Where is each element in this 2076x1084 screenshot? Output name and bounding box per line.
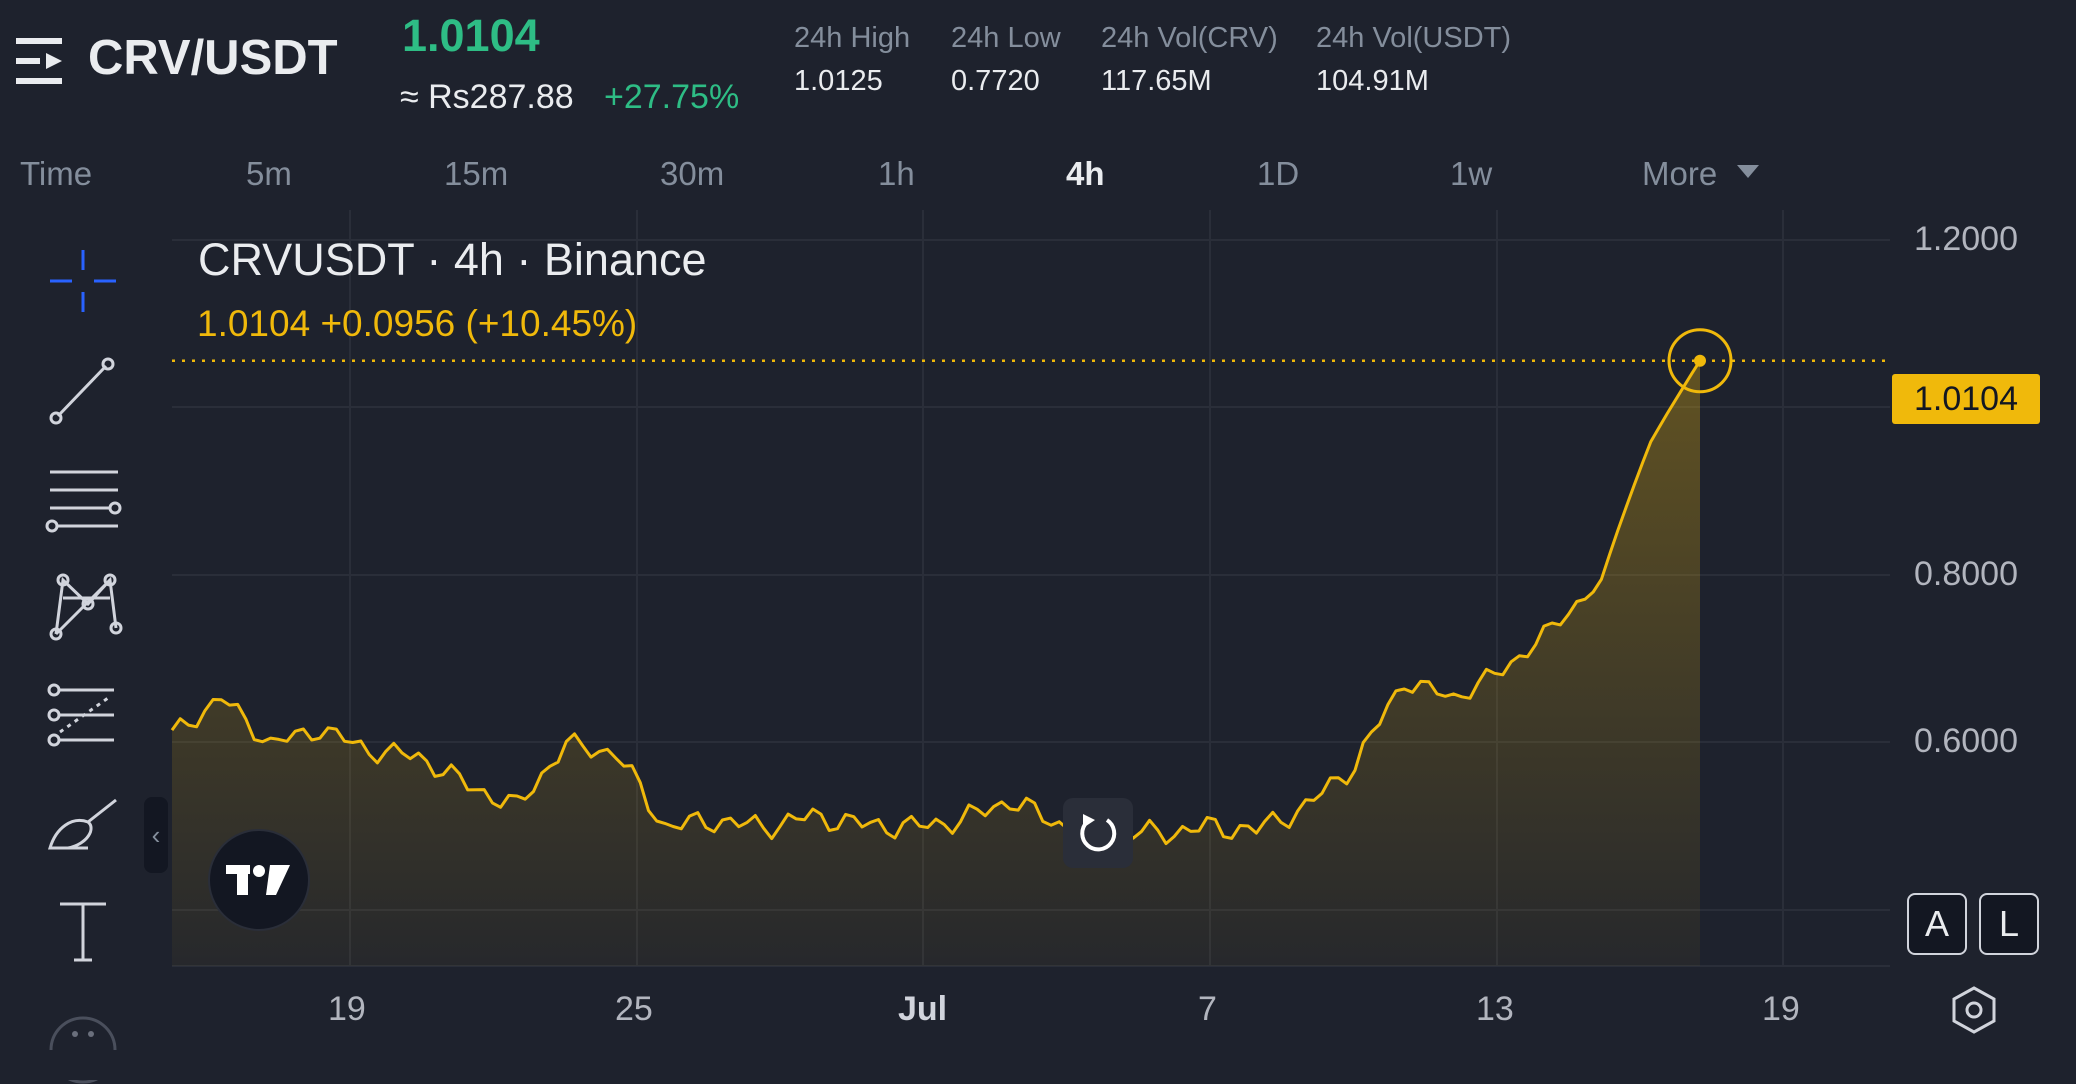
last-point-marker — [1667, 328, 1733, 394]
drawing-toolbar — [0, 210, 160, 1050]
x-axis-tick: 19 — [1762, 990, 1800, 1028]
x-axis-tick: 7 — [1198, 990, 1217, 1028]
x-axis-tick: Jul — [898, 990, 948, 1028]
tab-1w[interactable]: 1w — [1450, 155, 1493, 192]
menu-icon[interactable] — [16, 36, 66, 86]
stat-high-value: 1.0125 — [794, 65, 883, 97]
x-axis-tick: 19 — [328, 990, 366, 1028]
settings-icon[interactable] — [1948, 984, 2000, 1036]
stat-high-label: 24h High — [794, 22, 911, 54]
stat-vol-usdt-label: 24h Vol(USDT) — [1316, 22, 1512, 54]
x-axis-tick: 25 — [615, 990, 653, 1028]
chart-title: CRVUSDT · 4h · Binance — [198, 234, 707, 285]
collapse-toolbar-button[interactable]: ‹ — [144, 797, 168, 873]
tab-1d[interactable]: 1D — [1257, 155, 1300, 192]
tab-5m[interactable]: 5m — [246, 155, 292, 192]
stat-vol-usdt-value: 104.91M — [1316, 65, 1429, 97]
log-scale-button[interactable]: L — [1979, 893, 2039, 955]
auto-scale-button[interactable]: A — [1907, 893, 1967, 955]
tab-30m[interactable]: 30m — [660, 155, 725, 192]
stat-low-label: 24h Low — [951, 22, 1061, 54]
stat-vol-crv-label: 24h Vol(CRV) — [1101, 22, 1278, 54]
change-percent: +27.75% — [604, 78, 740, 116]
forecast-icon[interactable] — [38, 670, 128, 760]
reset-chart-icon[interactable] — [1063, 798, 1133, 868]
y-axis-tick: 0.8000 — [1914, 555, 2018, 593]
chevron-down-icon[interactable] — [1737, 165, 1759, 178]
y-axis-tick: 1.2000 — [1914, 220, 2018, 258]
tab-1h[interactable]: 1h — [878, 155, 915, 192]
brush-icon[interactable] — [38, 780, 128, 870]
stat-vol-crv-value: 117.65M — [1101, 65, 1212, 97]
pair-title[interactable]: CRV/USDT — [88, 31, 338, 85]
price-area — [172, 360, 1700, 966]
trend-line-icon[interactable] — [38, 346, 128, 436]
crosshair-icon[interactable] — [38, 236, 128, 326]
bottom-bar — [0, 1050, 2076, 1080]
y-axis-tick: 0.6000 — [1914, 722, 2018, 760]
last-point-dot — [1694, 354, 1706, 367]
tab-4h[interactable]: 4h — [1066, 155, 1105, 192]
pattern-icon[interactable] — [38, 562, 128, 652]
last-price: 1.0104 — [402, 10, 540, 61]
stat-low-value: 0.7720 — [951, 65, 1040, 97]
tradingview-logo-icon[interactable] — [208, 829, 310, 931]
fiat-price: ≈ Rs287.88 — [400, 78, 574, 116]
text-icon[interactable] — [38, 886, 128, 976]
tab-time[interactable]: Time — [20, 155, 93, 192]
chart-quote: 1.0104 +0.0956 (+10.45%) — [197, 303, 638, 344]
tab-more[interactable]: More — [1642, 155, 1718, 192]
last-price-badge: 1.0104 — [1892, 374, 2040, 424]
x-axis-tick: 13 — [1476, 990, 1514, 1028]
price-line — [170, 359, 1702, 846]
tab-15m[interactable]: 15m — [444, 155, 509, 192]
horizontal-lines-icon[interactable] — [38, 454, 128, 544]
